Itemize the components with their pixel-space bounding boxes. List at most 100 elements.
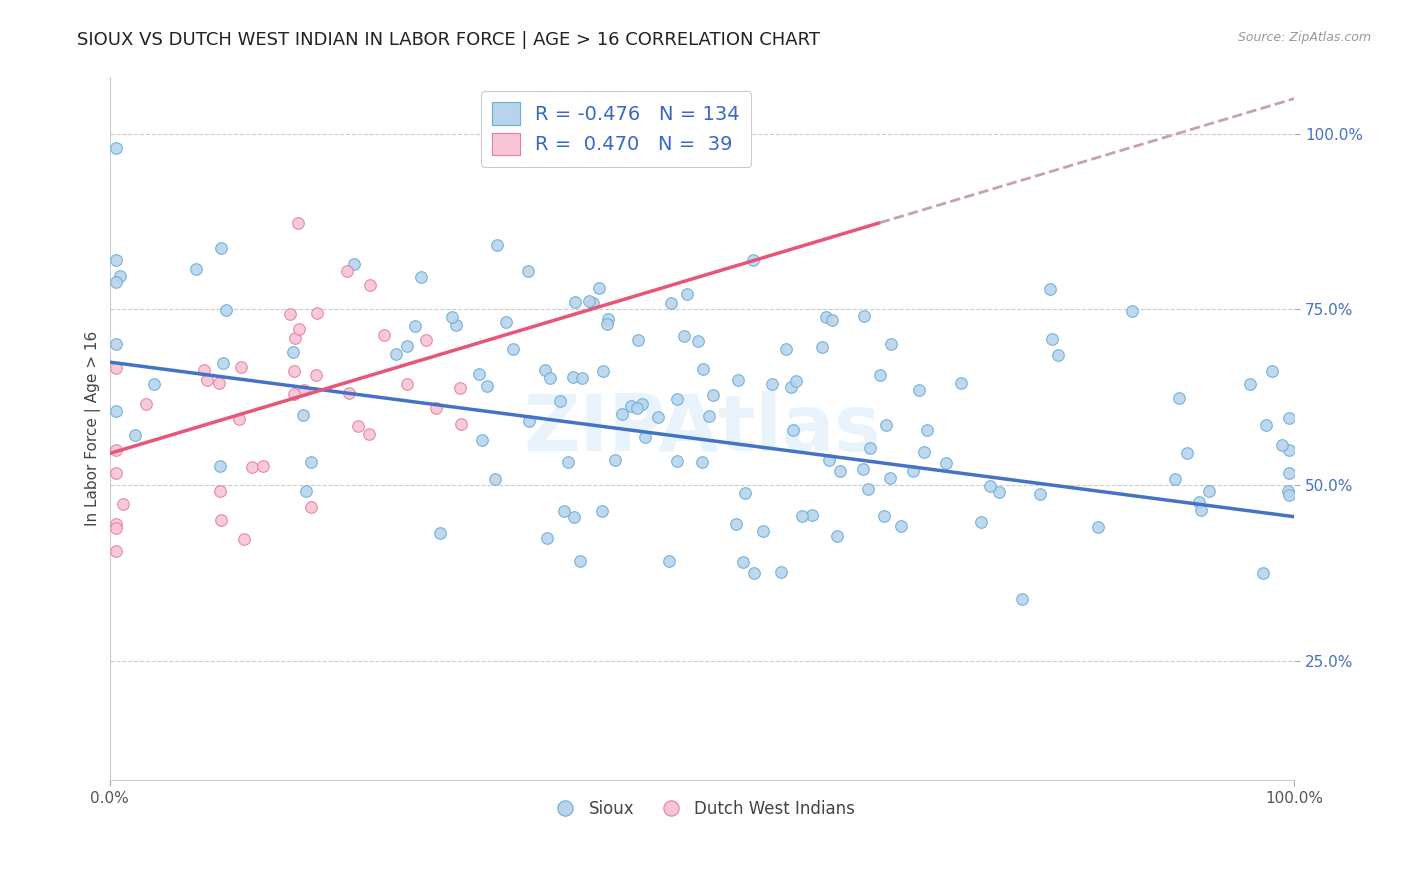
- Point: [912, 444, 935, 458]
- Point: [425, 401, 447, 416]
- Point: [1254, 418, 1277, 433]
- Point: [561, 370, 583, 384]
- Point: [875, 418, 897, 433]
- Point: [647, 409, 669, 424]
- Point: [557, 455, 579, 469]
- Point: [396, 376, 419, 391]
- Point: [727, 373, 749, 387]
- Point: [240, 459, 263, 474]
- Point: [801, 508, 824, 522]
- Point: [228, 411, 250, 425]
- Point: [502, 343, 524, 357]
- Point: [108, 268, 131, 283]
- Point: [373, 328, 395, 343]
- Point: [104, 466, 127, 480]
- Point: [950, 376, 973, 390]
- Point: [658, 554, 681, 568]
- Point: [578, 293, 600, 308]
- Point: [665, 454, 688, 468]
- Point: [449, 381, 471, 395]
- Point: [283, 364, 305, 378]
- Point: [915, 424, 938, 438]
- Point: [692, 361, 714, 376]
- Point: [979, 479, 1001, 493]
- Point: [815, 310, 838, 324]
- Point: [859, 441, 882, 455]
- Point: [395, 339, 418, 353]
- Point: [357, 426, 380, 441]
- Point: [299, 455, 322, 469]
- Point: [1189, 502, 1212, 516]
- Legend: Sioux, Dutch West Indians: Sioux, Dutch West Indians: [543, 793, 862, 825]
- Point: [209, 241, 232, 255]
- Point: [598, 312, 620, 326]
- Point: [287, 216, 309, 230]
- Point: [232, 532, 254, 546]
- Point: [104, 275, 127, 289]
- Point: [111, 497, 134, 511]
- Point: [104, 543, 127, 558]
- Point: [305, 368, 328, 382]
- Point: [935, 456, 957, 470]
- Point: [283, 387, 305, 401]
- Point: [411, 269, 433, 284]
- Point: [782, 423, 804, 437]
- Point: [444, 318, 467, 332]
- Point: [761, 376, 783, 391]
- Point: [495, 315, 517, 329]
- Point: [665, 392, 688, 406]
- Point: [610, 407, 633, 421]
- Point: [384, 347, 406, 361]
- Point: [742, 252, 765, 267]
- Point: [1277, 467, 1299, 481]
- Point: [568, 554, 591, 568]
- Point: [517, 263, 540, 277]
- Point: [1277, 410, 1299, 425]
- Point: [471, 433, 494, 447]
- Point: [564, 294, 586, 309]
- Point: [620, 399, 643, 413]
- Point: [299, 500, 322, 515]
- Point: [548, 393, 571, 408]
- Point: [811, 340, 834, 354]
- Point: [135, 397, 157, 411]
- Point: [307, 306, 329, 320]
- Point: [104, 442, 127, 457]
- Point: [852, 462, 875, 476]
- Point: [104, 337, 127, 351]
- Point: [1164, 472, 1187, 486]
- Point: [429, 525, 451, 540]
- Point: [517, 414, 540, 428]
- Point: [104, 360, 127, 375]
- Point: [1028, 487, 1050, 501]
- Point: [1011, 591, 1033, 606]
- Point: [292, 383, 315, 397]
- Point: [769, 566, 792, 580]
- Point: [825, 528, 848, 542]
- Text: Source: ZipAtlas.com: Source: ZipAtlas.com: [1237, 31, 1371, 45]
- Point: [734, 486, 756, 500]
- Point: [484, 472, 506, 486]
- Point: [908, 384, 931, 398]
- Point: [467, 367, 489, 381]
- Point: [987, 485, 1010, 500]
- Point: [1040, 332, 1063, 346]
- Point: [104, 141, 127, 155]
- Point: [702, 387, 724, 401]
- Point: [627, 334, 650, 348]
- Point: [104, 253, 127, 268]
- Point: [207, 376, 229, 391]
- Point: [291, 408, 314, 422]
- Point: [858, 482, 880, 496]
- Point: [970, 515, 993, 529]
- Point: [208, 458, 231, 473]
- Point: [337, 385, 360, 400]
- Point: [215, 302, 238, 317]
- Point: [1261, 364, 1284, 378]
- Point: [595, 317, 617, 331]
- Point: [104, 517, 127, 532]
- Point: [672, 329, 695, 343]
- Point: [404, 318, 426, 333]
- Point: [1168, 391, 1191, 405]
- Point: [626, 401, 648, 416]
